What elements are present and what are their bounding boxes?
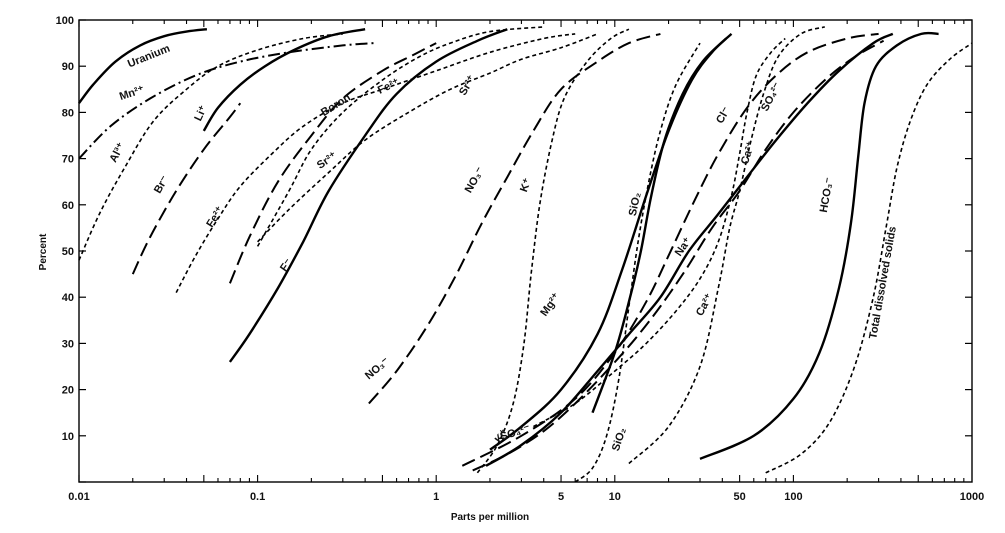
series-label: Fe²⁺ <box>204 204 226 229</box>
series-label: Sr²⁺ <box>315 150 339 172</box>
y-tick-label: 80 <box>62 107 74 119</box>
series-label: Mn²⁺ <box>118 84 146 103</box>
series-line-4 <box>131 102 242 275</box>
y-tick-label: 40 <box>62 292 74 304</box>
series-line-10 <box>228 28 508 363</box>
series-line-11 <box>368 32 661 405</box>
series-label: Al³⁺ <box>107 141 127 165</box>
series-line-15 <box>489 33 733 451</box>
series-label: NO₃⁻ <box>463 165 487 195</box>
y-tick-label: 90 <box>62 61 74 73</box>
series-line-8 <box>257 33 598 243</box>
x-tick-label: 0.1 <box>250 491 265 503</box>
series-line-2 <box>202 28 366 132</box>
series-label: Li⁺ <box>192 104 210 123</box>
series-label: Mg²⁺ <box>538 291 562 319</box>
x-tick-label: 50 <box>734 491 746 503</box>
series-label: Br⁻ <box>152 174 172 196</box>
series-label: Uranium <box>126 43 172 71</box>
series-line-20 <box>485 32 894 467</box>
series-line-26 <box>765 42 973 474</box>
series-line-19 <box>472 39 885 472</box>
series-label: Total dissolved solids <box>867 226 899 340</box>
series-line-16 <box>574 42 701 483</box>
x-tick-label: 5 <box>558 491 564 503</box>
x-tick-label: 1000 <box>960 491 984 503</box>
series-line-1 <box>78 42 375 160</box>
series-line-17 <box>591 37 727 414</box>
series-line-13 <box>476 28 630 474</box>
series-label: Boron <box>319 91 353 118</box>
x-tick-label: 10 <box>609 491 621 503</box>
y-axis-title: Percent <box>38 233 49 270</box>
series-label: Cl⁻ <box>714 105 733 126</box>
series-label: Sr²⁺ <box>457 73 478 97</box>
series-line-7 <box>175 33 576 293</box>
x-tick-label: 1 <box>433 491 439 503</box>
plot-area-frame <box>78 19 973 483</box>
series-line-23 <box>461 32 879 467</box>
x-tick-label: 100 <box>784 491 802 503</box>
x-tick-label: 0.01 <box>68 491 89 503</box>
x-axis-title: Parts per million <box>451 512 529 523</box>
y-tick-label: 10 <box>62 431 74 443</box>
series-label: F⁻ <box>278 257 295 274</box>
series-line-21 <box>533 37 786 428</box>
series-line-24 <box>628 26 826 465</box>
series-line-6 <box>256 26 544 247</box>
series-label: K⁺ <box>518 177 534 194</box>
series-line-0 <box>78 28 208 104</box>
series-line-25 <box>699 31 939 461</box>
series-line-3 <box>78 33 343 261</box>
y-tick-label: 60 <box>62 200 74 212</box>
series-label: NO₃⁻ <box>363 355 392 382</box>
y-tick-label: 20 <box>62 385 74 397</box>
curves-layer <box>78 26 973 483</box>
y-tick-label: 70 <box>62 154 74 166</box>
y-tick-label: 100 <box>56 15 74 27</box>
series-label: SiO₂ <box>610 426 629 452</box>
labels-layer: UraniumMn²⁺Li⁺Al³⁺Br⁻BoronFe²⁺Fe²⁺Sr²⁺Sr… <box>107 43 898 453</box>
series-label: SiO₂ <box>627 191 644 217</box>
ticks-layer: 10 20 30 40 50 60 70 80 90 100 0.01 0.1 1 5 10 50 100 100… <box>56 15 985 503</box>
y-tick-label: 30 <box>62 338 74 350</box>
y-tick-label: 50 <box>62 246 74 258</box>
series-label: HCO₃⁻ <box>818 176 836 213</box>
